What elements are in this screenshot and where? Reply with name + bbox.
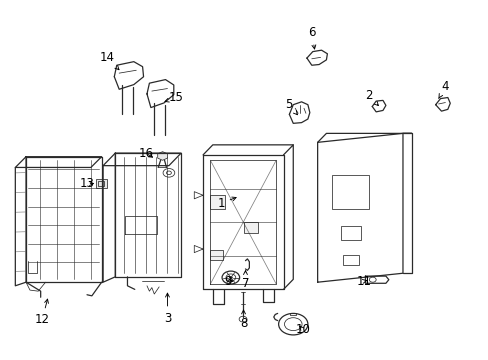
Bar: [96, 179, 106, 188]
Text: 5: 5: [284, 98, 297, 115]
Text: 1: 1: [217, 197, 236, 210]
Text: 13: 13: [80, 177, 95, 190]
Bar: [210, 250, 222, 260]
Bar: [244, 222, 258, 233]
Bar: [342, 255, 358, 265]
Bar: [98, 181, 104, 186]
Text: 11: 11: [356, 275, 371, 288]
Text: 9: 9: [224, 275, 232, 288]
Text: 4: 4: [438, 80, 448, 98]
Text: 15: 15: [164, 91, 183, 104]
Text: 8: 8: [239, 310, 247, 330]
Text: 6: 6: [307, 27, 315, 49]
Polygon shape: [158, 152, 167, 160]
Text: 7: 7: [241, 271, 249, 291]
Text: 12: 12: [35, 299, 50, 327]
Text: 10: 10: [295, 323, 310, 336]
Text: 3: 3: [163, 293, 171, 325]
Text: 16: 16: [138, 147, 153, 159]
Bar: [331, 175, 368, 210]
Circle shape: [229, 276, 232, 279]
Text: 2: 2: [365, 89, 378, 105]
Text: 14: 14: [99, 51, 119, 70]
Bar: [340, 226, 360, 240]
Bar: [210, 195, 224, 209]
